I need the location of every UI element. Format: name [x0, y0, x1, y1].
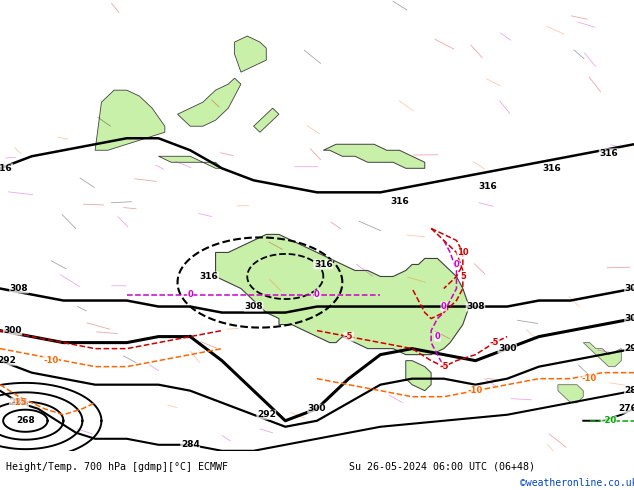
Text: -5: -5 — [439, 362, 448, 371]
Text: 308: 308 — [244, 302, 263, 311]
Text: 300: 300 — [624, 314, 634, 323]
Text: -10: -10 — [582, 374, 597, 383]
Text: -5: -5 — [344, 332, 353, 341]
Text: -15: -15 — [11, 398, 27, 407]
Text: 10: 10 — [457, 248, 469, 257]
Text: 300: 300 — [3, 326, 22, 335]
Polygon shape — [406, 361, 431, 391]
Polygon shape — [216, 234, 469, 355]
Text: 276: 276 — [618, 404, 634, 413]
Text: 0: 0 — [441, 302, 447, 311]
Text: 308: 308 — [624, 284, 634, 293]
Text: 292: 292 — [0, 356, 16, 365]
Text: 316: 316 — [314, 260, 333, 269]
Text: 0: 0 — [434, 332, 441, 341]
Text: Su 26-05-2024 06:00 UTC (06+48): Su 26-05-2024 06:00 UTC (06+48) — [349, 462, 534, 472]
Text: 316: 316 — [200, 272, 219, 281]
Polygon shape — [254, 108, 279, 132]
Text: 300: 300 — [498, 344, 517, 353]
Text: -20: -20 — [601, 416, 616, 425]
Text: Height/Temp. 700 hPa [gdmp][°C] ECMWF: Height/Temp. 700 hPa [gdmp][°C] ECMWF — [6, 462, 228, 472]
Polygon shape — [323, 144, 425, 168]
Text: 0: 0 — [453, 260, 460, 269]
Polygon shape — [235, 36, 266, 72]
Text: 5: 5 — [460, 272, 466, 281]
Polygon shape — [558, 385, 583, 403]
Text: 284: 284 — [624, 386, 634, 395]
Text: 316: 316 — [390, 197, 409, 206]
Text: 292: 292 — [624, 344, 634, 353]
Text: 292: 292 — [257, 410, 276, 419]
Polygon shape — [95, 90, 165, 150]
Text: 316: 316 — [0, 164, 13, 173]
Polygon shape — [583, 343, 621, 367]
Text: 284: 284 — [181, 441, 200, 449]
Text: 300: 300 — [307, 404, 327, 413]
Polygon shape — [178, 78, 241, 126]
Text: ©weatheronline.co.uk: ©weatheronline.co.uk — [520, 478, 634, 488]
Text: 0: 0 — [314, 290, 320, 299]
Text: 316: 316 — [542, 164, 561, 173]
Text: 268: 268 — [16, 416, 35, 425]
Text: 284: 284 — [10, 398, 29, 407]
Text: 316: 316 — [599, 149, 618, 158]
Text: 308: 308 — [10, 284, 29, 293]
Polygon shape — [158, 156, 222, 168]
Text: -5: -5 — [490, 338, 499, 347]
Text: -10: -10 — [43, 356, 58, 365]
Text: 308: 308 — [466, 302, 485, 311]
Text: -10: -10 — [468, 386, 483, 395]
Text: 316: 316 — [479, 182, 498, 191]
Text: 0: 0 — [187, 290, 193, 299]
